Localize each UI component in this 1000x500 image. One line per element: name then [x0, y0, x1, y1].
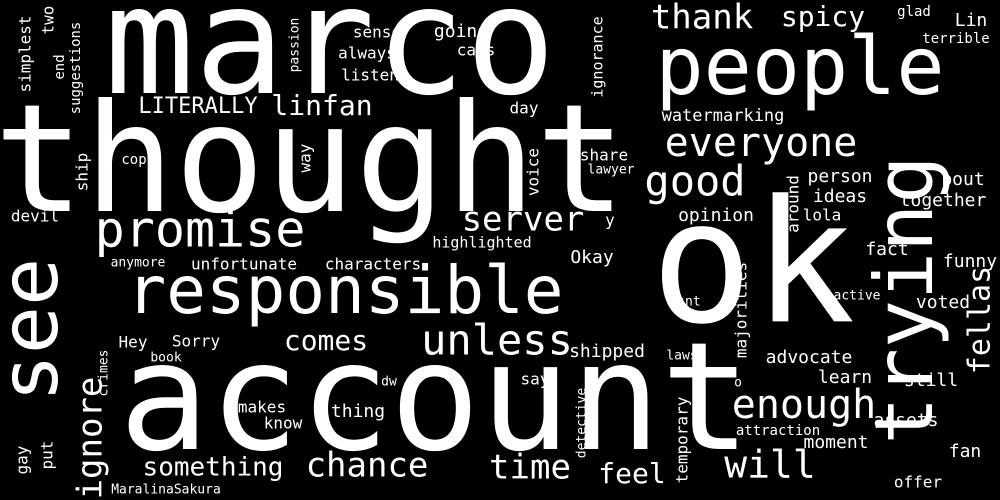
- word-majorities: majorities: [732, 262, 751, 358]
- word-lola: lola: [803, 206, 842, 225]
- word-advocate: advocate: [766, 347, 853, 368]
- word-server: server: [462, 200, 585, 240]
- word-y: y: [605, 211, 615, 230]
- word-promise: promise: [95, 201, 306, 259]
- word-two: two: [39, 6, 58, 35]
- word-together: together: [900, 190, 987, 211]
- word-voted: voted: [916, 292, 970, 313]
- word-linfan: linfan: [271, 89, 372, 122]
- word-always: always: [338, 44, 396, 63]
- word-o: o: [734, 376, 742, 391]
- word-ideas: ideas: [813, 186, 867, 207]
- word-enough: enough: [732, 382, 877, 428]
- word-going: going: [434, 21, 488, 42]
- word-feel: feel: [598, 457, 665, 490]
- word-sorry: Sorry: [172, 332, 221, 351]
- word-literally: LITERALLY: [138, 94, 257, 119]
- word-ignorance: ignorance: [589, 16, 607, 97]
- word-detective: detective: [575, 388, 590, 459]
- word-good: good: [644, 157, 745, 206]
- word-around: around: [784, 175, 803, 233]
- word-caps: caps: [457, 41, 496, 60]
- word-okay: Okay: [570, 247, 614, 268]
- word-everyone: everyone: [665, 120, 858, 166]
- word-unless: unless: [421, 316, 573, 365]
- word-still: still: [904, 370, 958, 391]
- word-ship: ship: [73, 153, 92, 192]
- word-way: way: [296, 143, 315, 172]
- word-maralinasakura: MaralinaSakura: [111, 483, 221, 498]
- word-comes: comes: [284, 324, 368, 357]
- word-fan: fan: [949, 441, 982, 462]
- word-voice: voice: [524, 148, 543, 196]
- word-day: day: [510, 99, 539, 118]
- word-fact: fact: [865, 239, 908, 260]
- word-temporary: temporary: [673, 396, 692, 483]
- word-listen: listen: [341, 66, 399, 85]
- word-makes: makes: [238, 398, 286, 417]
- word-characters: characters: [325, 255, 421, 274]
- word-end: end: [52, 54, 68, 79]
- word-time: time: [489, 448, 571, 488]
- word-marco: marco: [104, 0, 556, 129]
- word-person: person: [807, 166, 872, 187]
- word-shipped: shipped: [569, 341, 645, 362]
- word-lin: Lin: [955, 10, 988, 31]
- word-thing: thing: [331, 401, 385, 422]
- word-learn: learn: [818, 367, 872, 388]
- word-assets: assets: [873, 410, 938, 431]
- word-spicy: spicy: [781, 0, 865, 33]
- word-thank: thank: [651, 0, 753, 38]
- word-funny: funny: [943, 251, 997, 272]
- word-laws: laws: [666, 349, 697, 364]
- word-fellas: fellas: [963, 266, 998, 374]
- word-share: share: [580, 146, 628, 165]
- word-thought: thought: [0, 73, 626, 247]
- word-ok: ok: [651, 164, 856, 362]
- word-gay: gay: [13, 445, 32, 474]
- word-moment: moment: [803, 432, 868, 453]
- word-cop: cop: [121, 152, 146, 168]
- word-offer: offer: [894, 473, 943, 492]
- word-dw: dw: [381, 375, 397, 390]
- word-sense: sense: [353, 23, 401, 42]
- word-unfortunate: unfortunate: [191, 255, 297, 274]
- word-opinion: opinion: [678, 205, 754, 226]
- word-put: put: [38, 441, 57, 470]
- word-passion: passion: [288, 18, 303, 73]
- word-anymore: anymore: [111, 256, 166, 271]
- word-book: book: [150, 351, 181, 366]
- word-chance: chance: [306, 446, 429, 486]
- word-will: will: [724, 443, 816, 487]
- word-hey: Hey: [119, 333, 148, 352]
- word-ignore: ignore: [71, 377, 111, 500]
- word-account: account: [119, 311, 751, 485]
- word-something: something: [143, 453, 284, 483]
- word-watermarking: watermarking: [662, 106, 785, 126]
- word-isnt: isnt: [669, 295, 700, 310]
- word-active: active: [834, 289, 881, 304]
- word-highlighted: highlighted: [432, 234, 531, 252]
- word-know: know: [264, 414, 303, 433]
- word-simplest: simplest: [16, 15, 35, 92]
- word-devil: devil: [11, 207, 59, 226]
- word-attraction: attraction: [736, 423, 820, 439]
- word-crimes: crimes: [97, 350, 112, 397]
- word-people: people: [656, 20, 945, 113]
- word-glad: glad: [897, 4, 931, 20]
- word-lawyer: lawyer: [588, 163, 635, 178]
- word-say: say: [521, 370, 550, 389]
- word-trying: trying: [858, 156, 951, 445]
- word-responsible: responsible: [126, 252, 563, 329]
- word-suggestions: suggestions: [68, 22, 84, 115]
- word-bout: bout: [941, 169, 984, 190]
- word-see: see: [0, 258, 76, 403]
- word-terrible: terrible: [922, 31, 989, 47]
